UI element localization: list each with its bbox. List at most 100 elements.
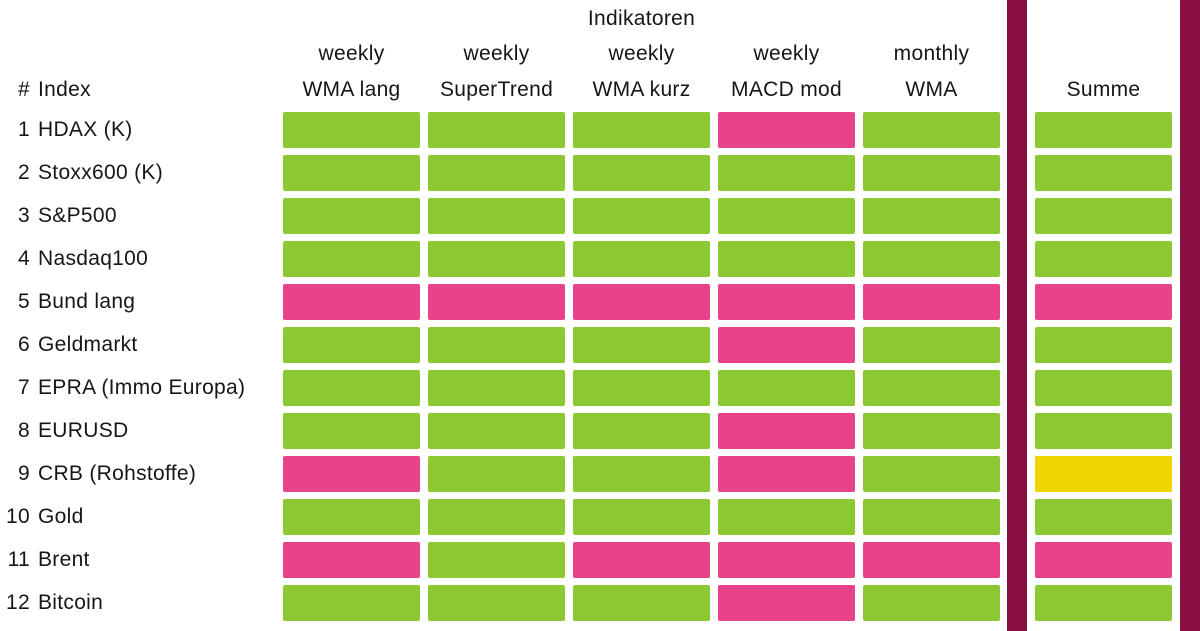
row-hdax-k: 1 HDAX (K) bbox=[0, 112, 1200, 148]
summe-cell-epra-immo-europa bbox=[1035, 370, 1172, 406]
row-index-label: CRB (Rohstoffe) bbox=[38, 462, 197, 485]
row-epra-immo-europa: 7 EPRA (Immo Europa) bbox=[0, 370, 1200, 406]
row-index-label: Gold bbox=[38, 505, 84, 528]
row-number: 8 bbox=[18, 419, 30, 442]
column-period-header-1: weekly bbox=[318, 42, 385, 65]
cell-gold-col4 bbox=[718, 499, 855, 535]
row-index-label: HDAX (K) bbox=[38, 118, 133, 141]
cell-stoxx600-k-col2 bbox=[428, 155, 565, 191]
row-number: 6 bbox=[18, 333, 30, 356]
row-nasdaq100: 4 Nasdaq100 bbox=[0, 241, 1200, 277]
row-number: 11 bbox=[7, 548, 30, 571]
cell-s-p500-col5 bbox=[863, 198, 1000, 234]
summe-cell-crb-rohstoffe bbox=[1035, 456, 1172, 492]
row-geldmarkt: 6 Geldmarkt bbox=[0, 327, 1200, 363]
cell-brent-col1 bbox=[283, 542, 420, 578]
divider-bar-right bbox=[1180, 0, 1200, 631]
row-number: 7 bbox=[18, 376, 30, 399]
cell-hdax-k-col3 bbox=[573, 112, 710, 148]
row-s-p500: 3 S&P500 bbox=[0, 198, 1200, 234]
summe-column-header: Summe bbox=[1066, 78, 1141, 101]
row-gold: 10 Gold bbox=[0, 499, 1200, 535]
cell-brent-col3 bbox=[573, 542, 710, 578]
cell-hdax-k-col1 bbox=[283, 112, 420, 148]
cell-geldmarkt-col5 bbox=[863, 327, 1000, 363]
column-name-header-5: WMA bbox=[905, 78, 958, 101]
cell-bitcoin-col1 bbox=[283, 585, 420, 621]
cell-crb-rohstoffe-col1 bbox=[283, 456, 420, 492]
row-number: 12 bbox=[6, 591, 30, 614]
row-crb-rohstoffe: 9 CRB (Rohstoffe) bbox=[0, 456, 1200, 492]
column-period-header-3: weekly bbox=[608, 42, 675, 65]
cell-s-p500-col3 bbox=[573, 198, 710, 234]
cell-epra-immo-europa-col4 bbox=[718, 370, 855, 406]
divider-bar-left bbox=[1007, 0, 1027, 631]
summe-cell-nasdaq100 bbox=[1035, 241, 1172, 277]
cell-stoxx600-k-col3 bbox=[573, 155, 710, 191]
cell-bund-lang-col2 bbox=[428, 284, 565, 320]
row-index-label: Nasdaq100 bbox=[38, 247, 149, 270]
cell-epra-immo-europa-col1 bbox=[283, 370, 420, 406]
row-index-label: Geldmarkt bbox=[38, 333, 138, 356]
cell-s-p500-col1 bbox=[283, 198, 420, 234]
cell-bitcoin-col3 bbox=[573, 585, 710, 621]
row-index-label: Bitcoin bbox=[38, 591, 104, 614]
row-stoxx600-k: 2 Stoxx600 (K) bbox=[0, 155, 1200, 191]
summe-cell-s-p500 bbox=[1035, 198, 1172, 234]
row-number: 3 bbox=[18, 204, 30, 227]
row-number: 10 bbox=[6, 505, 30, 528]
cell-bitcoin-col5 bbox=[863, 585, 1000, 621]
row-bitcoin: 12 Bitcoin bbox=[0, 585, 1200, 621]
row-index-label: EURUSD bbox=[38, 419, 129, 442]
cell-geldmarkt-col4 bbox=[718, 327, 855, 363]
column-period-header-4: weekly bbox=[753, 42, 820, 65]
row-number: 5 bbox=[18, 290, 30, 313]
cell-epra-immo-europa-col2 bbox=[428, 370, 565, 406]
cell-geldmarkt-col3 bbox=[573, 327, 710, 363]
cell-crb-rohstoffe-col4 bbox=[718, 456, 855, 492]
summe-cell-bitcoin bbox=[1035, 585, 1172, 621]
column-name-header-3: WMA kurz bbox=[592, 78, 691, 101]
summe-cell-brent bbox=[1035, 542, 1172, 578]
cell-hdax-k-col5 bbox=[863, 112, 1000, 148]
cell-s-p500-col4 bbox=[718, 198, 855, 234]
row-index-label: Stoxx600 (K) bbox=[38, 161, 163, 184]
summe-cell-bund-lang bbox=[1035, 284, 1172, 320]
cell-nasdaq100-col1 bbox=[283, 241, 420, 277]
row-number: 2 bbox=[18, 161, 30, 184]
cell-stoxx600-k-col5 bbox=[863, 155, 1000, 191]
summe-cell-hdax-k bbox=[1035, 112, 1172, 148]
summe-cell-geldmarkt bbox=[1035, 327, 1172, 363]
cell-eurusd-col4 bbox=[718, 413, 855, 449]
cell-gold-col3 bbox=[573, 499, 710, 535]
cell-geldmarkt-col2 bbox=[428, 327, 565, 363]
cell-nasdaq100-col4 bbox=[718, 241, 855, 277]
cell-bund-lang-col1 bbox=[283, 284, 420, 320]
row-bund-lang: 5 Bund lang bbox=[0, 284, 1200, 320]
cell-bund-lang-col5 bbox=[863, 284, 1000, 320]
summe-cell-gold bbox=[1035, 499, 1172, 535]
cell-brent-col4 bbox=[718, 542, 855, 578]
row-index-label: Brent bbox=[38, 548, 90, 571]
cell-stoxx600-k-col1 bbox=[283, 155, 420, 191]
cell-gold-col5 bbox=[863, 499, 1000, 535]
row-number: 1 bbox=[18, 118, 30, 141]
cell-crb-rohstoffe-col2 bbox=[428, 456, 565, 492]
cell-hdax-k-col4 bbox=[718, 112, 855, 148]
cell-bitcoin-col2 bbox=[428, 585, 565, 621]
cell-epra-immo-europa-col3 bbox=[573, 370, 710, 406]
cell-nasdaq100-col5 bbox=[863, 241, 1000, 277]
row-index-label: Bund lang bbox=[38, 290, 136, 313]
cell-crb-rohstoffe-col5 bbox=[863, 456, 1000, 492]
cell-brent-col2 bbox=[428, 542, 565, 578]
column-name-header-4: MACD mod bbox=[731, 78, 842, 101]
cell-eurusd-col1 bbox=[283, 413, 420, 449]
column-period-header-2: weekly bbox=[463, 42, 530, 65]
cell-bitcoin-col4 bbox=[718, 585, 855, 621]
summe-cell-eurusd bbox=[1035, 413, 1172, 449]
index-header-label: Index bbox=[38, 78, 91, 101]
cell-eurusd-col3 bbox=[573, 413, 710, 449]
summe-cell-stoxx600-k bbox=[1035, 155, 1172, 191]
row-brent: 11 Brent bbox=[0, 542, 1200, 578]
